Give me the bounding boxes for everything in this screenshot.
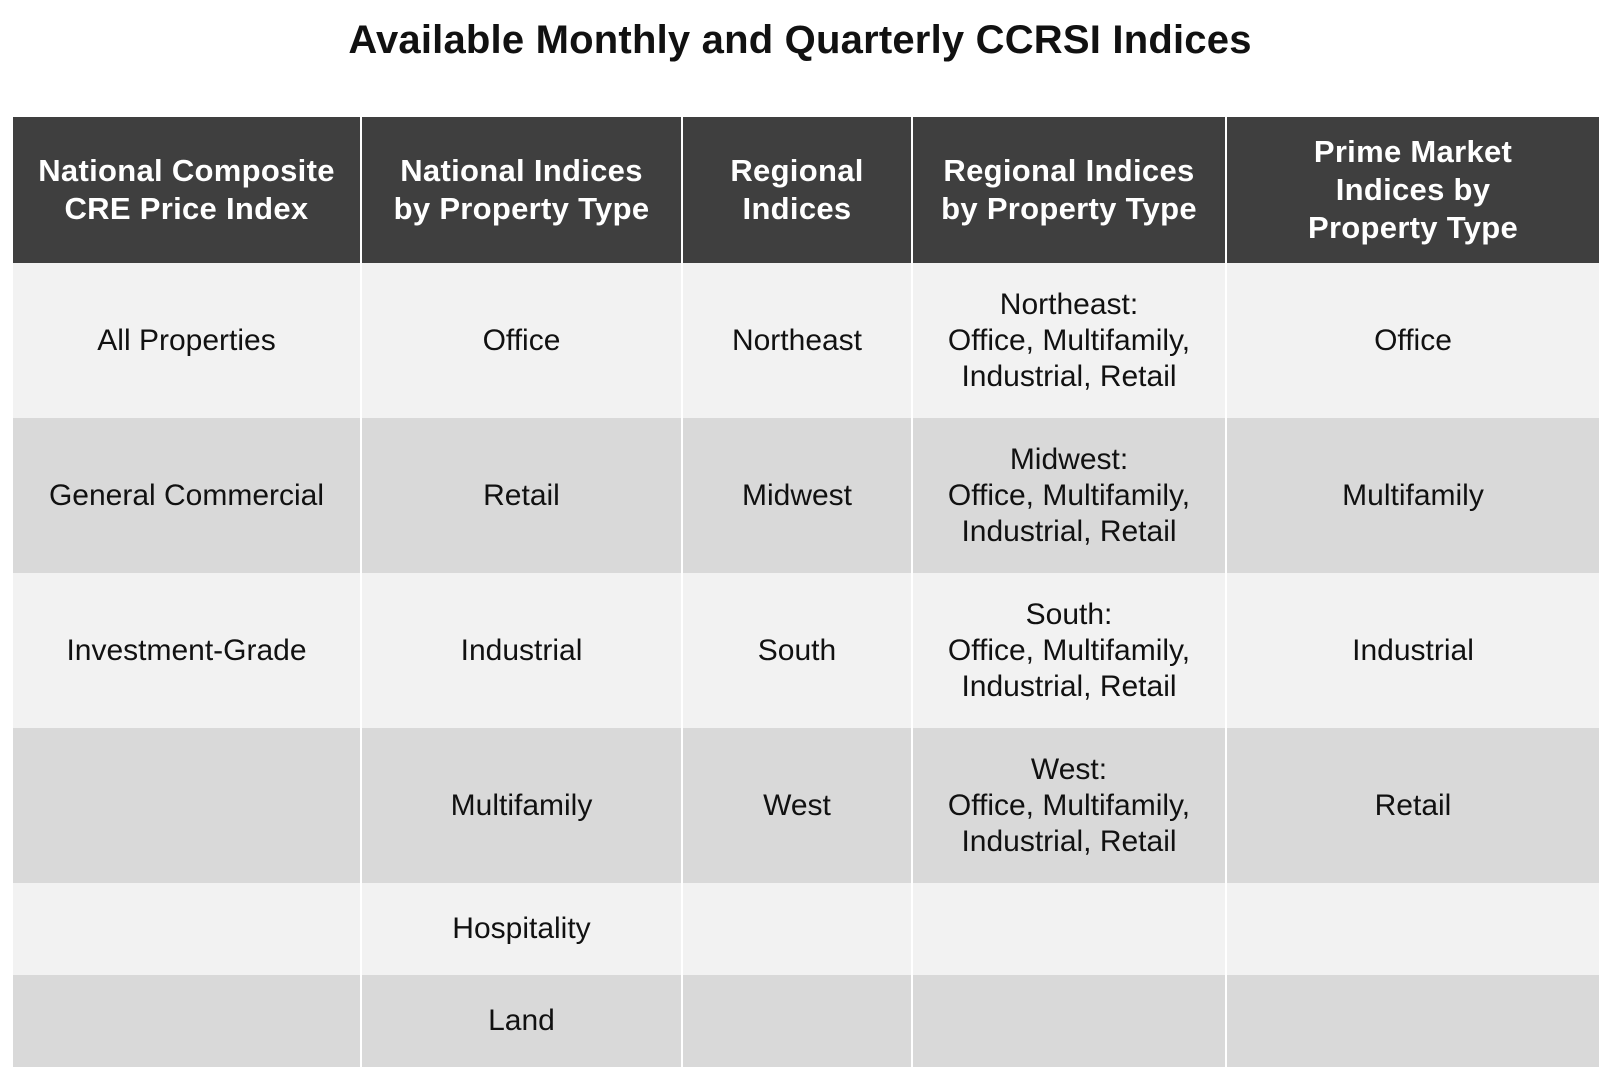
table-cell xyxy=(13,975,362,1067)
table-cell: Midwest xyxy=(681,418,913,573)
table-cell: West: Office, Multifamily, Industrial, R… xyxy=(911,728,1227,883)
table-cell: Multifamily xyxy=(360,728,683,883)
cell-line: Hospitality xyxy=(452,912,591,945)
table-cell: Land xyxy=(360,975,683,1067)
cell-line: Industrial, Retail xyxy=(961,359,1177,393)
table-cell xyxy=(13,883,362,975)
header-line: Indices by xyxy=(1335,172,1491,207)
cell-line: Office xyxy=(1374,323,1452,357)
header-line: Indices xyxy=(742,191,852,226)
table-cell: Retail xyxy=(1225,728,1600,883)
table-cell: Midwest: Office, Multifamily, Industrial… xyxy=(911,418,1227,573)
table-cell: South xyxy=(681,573,913,728)
header-line: Regional xyxy=(730,153,864,188)
table-cell xyxy=(1225,975,1600,1067)
table-cell xyxy=(681,975,913,1067)
page-title: Available Monthly and Quarterly CCRSI In… xyxy=(348,18,1252,62)
cell-line: Retail xyxy=(1374,788,1452,822)
cell-line: All Properties xyxy=(97,323,276,357)
table-cell: Hospitality xyxy=(360,883,683,975)
cell-line: Northeast xyxy=(731,323,863,357)
cell-line: Midwest: xyxy=(1009,442,1129,476)
cell-line: Retail xyxy=(483,478,560,512)
cell-line: Industrial, Retail xyxy=(961,824,1177,858)
header-line: National Indices xyxy=(400,153,643,188)
header-regional: Regional Indices xyxy=(681,117,913,263)
cell-line: Midwest xyxy=(741,478,853,512)
header-national-by-property-type: National Indices by Property Type xyxy=(360,117,683,263)
cell-line: Office xyxy=(482,323,561,357)
header-line: Prime Market xyxy=(1313,134,1513,169)
header-prime-market: Prime Market Indices by Property Type xyxy=(1225,117,1600,263)
header-line: CRE Price Index xyxy=(64,191,309,226)
header-line: by Property Type xyxy=(941,191,1197,226)
cell-line: South: xyxy=(1025,597,1113,631)
header-national-composite: National Composite CRE Price Index xyxy=(13,117,362,263)
cell-line: West: xyxy=(1030,752,1108,786)
table-cell xyxy=(13,728,362,883)
table-cell: General Commercial xyxy=(13,418,362,573)
table-row: Hospitality xyxy=(13,883,1600,975)
table-cell: Retail xyxy=(360,418,683,573)
table-cell: Office xyxy=(360,263,683,418)
cell-line: West xyxy=(763,788,831,822)
table-cell: Multifamily xyxy=(1225,418,1600,573)
table-cell: Office xyxy=(1225,263,1600,418)
table-cell: All Properties xyxy=(13,263,362,418)
cell-line: Office, Multifamily, xyxy=(947,633,1191,667)
cell-line: Office, Multifamily, xyxy=(947,478,1191,512)
cell-line: General Commercial xyxy=(48,478,325,512)
header-row: National Composite CRE Price Index Natio… xyxy=(13,117,1600,263)
cell-line: Industrial xyxy=(1352,633,1474,667)
table-cell: Northeast: Office, Multifamily, Industri… xyxy=(911,263,1227,418)
table-row: General Commercial Retail Midwest Midwes… xyxy=(13,418,1600,573)
table-row: Land xyxy=(13,975,1600,1067)
indices-table: National Composite CRE Price Index Natio… xyxy=(13,117,1600,1067)
table-cell xyxy=(911,975,1227,1067)
table-cell: South: Office, Multifamily, Industrial, … xyxy=(911,573,1227,728)
cell-line: Industrial, Retail xyxy=(961,514,1177,548)
cell-line: Land xyxy=(488,1004,555,1037)
table-cell xyxy=(911,883,1227,975)
cell-line: Investment-Grade xyxy=(66,633,307,667)
cell-line: Multifamily xyxy=(450,788,593,822)
header-line: National Composite xyxy=(38,153,335,188)
table-cell: Industrial xyxy=(1225,573,1600,728)
table-row: Investment-Grade Industrial South South:… xyxy=(13,573,1600,728)
table-row: Multifamily West West: Office, Multifami… xyxy=(13,728,1600,883)
cell-line: South xyxy=(757,633,837,667)
header-line: Property Type xyxy=(1307,210,1519,245)
cell-line: Northeast: xyxy=(999,287,1139,321)
header-regional-by-property-type: Regional Indices by Property Type xyxy=(911,117,1227,263)
table-cell: West xyxy=(681,728,913,883)
cell-line: Multifamily xyxy=(1342,478,1484,512)
table-cell xyxy=(681,883,913,975)
table-cell: Industrial xyxy=(360,573,683,728)
table-row: All Properties Office Northeast Northeas… xyxy=(13,263,1600,418)
cell-line: Industrial xyxy=(460,633,583,667)
header-line: by Property Type xyxy=(393,191,650,226)
cell-line: Office, Multifamily, xyxy=(947,788,1191,822)
table-cell xyxy=(1225,883,1600,975)
cell-line: Office, Multifamily, xyxy=(947,323,1191,357)
cell-line: Industrial, Retail xyxy=(961,669,1177,703)
table-cell: Northeast xyxy=(681,263,913,418)
table-cell: Investment-Grade xyxy=(13,573,362,728)
header-line: Regional Indices xyxy=(943,153,1195,188)
